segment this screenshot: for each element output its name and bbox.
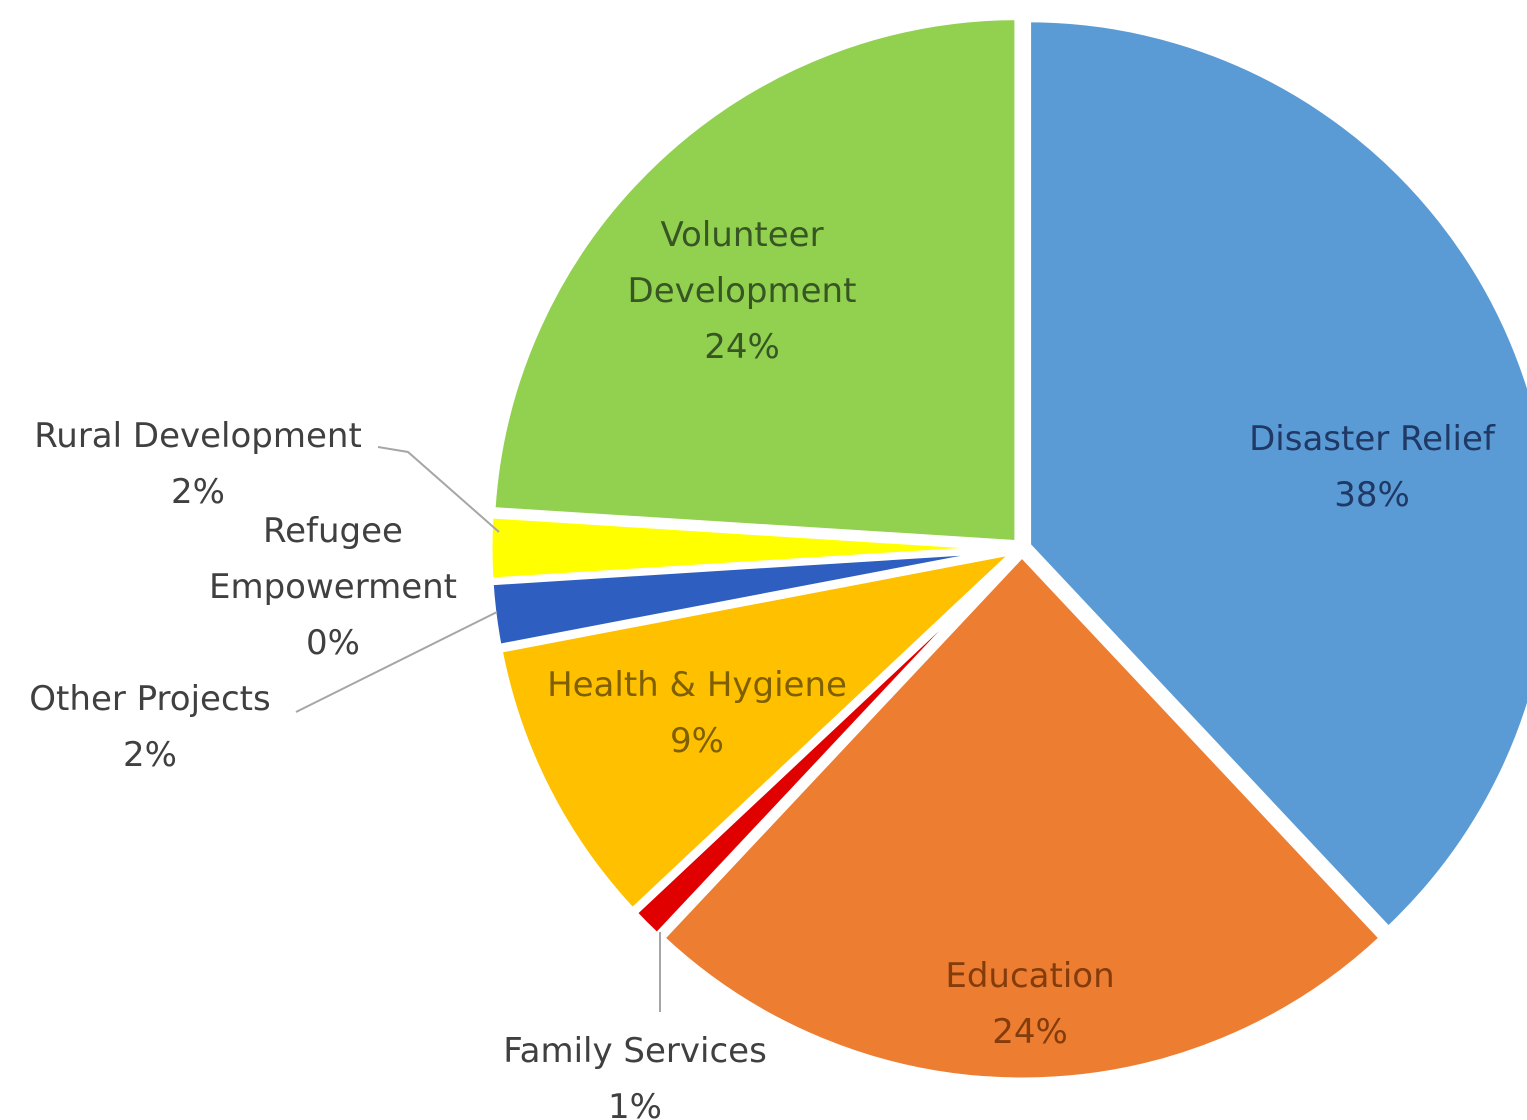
label-family-services-name: Family Services <box>503 1031 767 1071</box>
label-refugee-empowerment: Refugee Empowerment 0% <box>209 511 457 663</box>
label-other-projects-percent: 2% <box>123 735 177 775</box>
label-health-and-hygiene-name: Health & Hygiene <box>547 665 847 705</box>
slice-rural-development <box>485 511 1017 585</box>
label-volunteer-development-name: Development <box>628 271 857 311</box>
leader-other-projects <box>295 611 498 713</box>
label-education: Education 24% <box>945 956 1114 1052</box>
label-health-and-hygiene-percent: 9% <box>670 721 724 761</box>
label-rural-development: Rural Development 2% <box>34 416 362 512</box>
label-disaster-relief: Disaster Relief 38% <box>1249 419 1496 515</box>
label-rural-development-name: Rural Development <box>34 416 362 456</box>
label-family-services: Family Services 1% <box>503 1031 767 1120</box>
leader-rural-development <box>377 446 500 533</box>
slice-disaster-relief <box>1024 15 1527 935</box>
label-volunteer-development-name: Volunteer <box>660 215 823 255</box>
label-other-projects-name: Other Projects <box>29 679 270 719</box>
label-family-services-percent: 1% <box>608 1087 662 1120</box>
label-refugee-empowerment-name: Empowerment <box>209 567 457 607</box>
label-refugee-empowerment-name: Refugee <box>263 511 403 551</box>
label-disaster-relief-percent: 38% <box>1334 475 1410 515</box>
slice-labels: Disaster Relief 38% Education 24% Family Ser… <box>29 215 1496 1120</box>
label-disaster-relief-name: Disaster Relief <box>1249 419 1496 459</box>
label-education-percent: 24% <box>992 1012 1068 1052</box>
label-health-and-hygiene: Health & Hygiene 9% <box>547 665 847 761</box>
slice-education <box>656 548 1388 1085</box>
label-education-name: Education <box>945 956 1114 996</box>
leader-lines <box>295 446 661 1012</box>
pie-slices <box>485 13 1527 1085</box>
label-other-projects: Other Projects 2% <box>29 679 270 775</box>
slice-health-and-hygiene <box>494 545 1028 917</box>
label-refugee-empowerment-percent: 0% <box>306 623 360 663</box>
label-rural-development-percent: 2% <box>171 472 225 512</box>
slice-volunteer-development <box>488 13 1022 548</box>
label-volunteer-development-percent: 24% <box>704 327 780 367</box>
label-volunteer-development: Volunteer Development 24% <box>628 215 857 367</box>
